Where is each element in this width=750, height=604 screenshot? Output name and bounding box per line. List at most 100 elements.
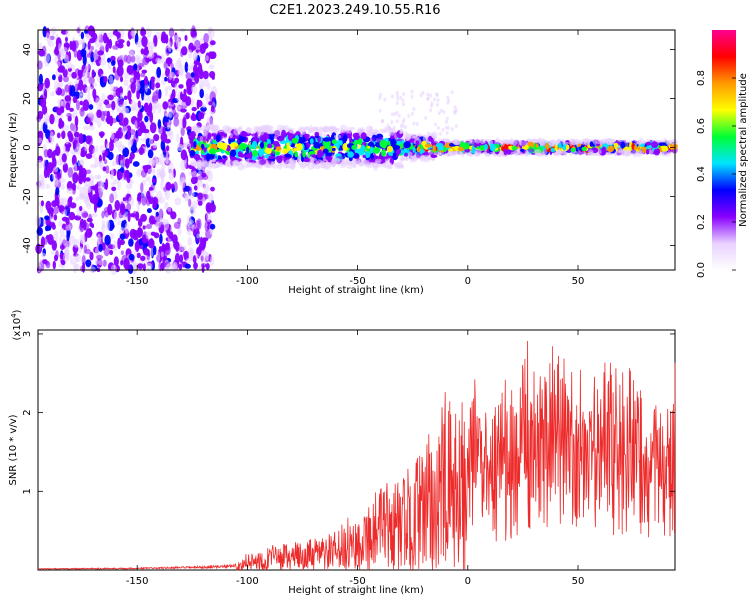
spectrogram-cell [554, 144, 558, 152]
spectrogram-cell [109, 249, 114, 256]
spectrogram-cell [184, 34, 188, 42]
spectrogram-cell [150, 159, 156, 164]
spectrogram-cell [194, 176, 198, 184]
spectrogram-cell [208, 101, 213, 106]
spectrogram-cell [645, 141, 652, 146]
spectrogram-cell [44, 88, 48, 100]
spectrogram-cell [68, 211, 76, 221]
spectrogram-cell [407, 114, 411, 118]
spectrogram-cell [136, 168, 142, 177]
spectrogram-cell [68, 71, 73, 78]
spectrogram-cell [66, 231, 70, 242]
spectrogram-cell [97, 174, 102, 180]
spectrogram-cell [137, 100, 141, 108]
spectrogram-cell [581, 146, 587, 152]
spectrogram-cell [112, 86, 119, 93]
spectrogram-cell [190, 159, 196, 167]
spectrogram-cell [163, 244, 171, 256]
spectrogram-cell [110, 60, 116, 66]
spectrogram-cell [252, 149, 258, 157]
spectrogram-cell [186, 215, 192, 226]
spectrogram-cell [61, 216, 69, 222]
spectrogram-cell [86, 86, 94, 91]
spectrogram-cell [434, 122, 438, 127]
spectrogram-cell [120, 260, 124, 266]
spectrogram-cell [165, 263, 172, 274]
spectrogram-cell [43, 112, 50, 125]
spectrogram-cell [198, 112, 202, 121]
spectrogram-cell [180, 149, 188, 161]
spectrogram-cell [197, 218, 202, 230]
spectrogram-cell [620, 141, 626, 149]
spectrogram-cell [193, 51, 198, 61]
spectrogram-cell [74, 79, 78, 91]
snr-x-tick-label: 50 [572, 576, 585, 587]
spectrogram-cell [36, 159, 43, 169]
spectrogram-cell [37, 84, 44, 92]
spectrogram-cell [71, 71, 77, 79]
spectrogram-cell [146, 208, 152, 214]
spectrogram-cell [117, 42, 124, 49]
spectrogram-cell [386, 145, 393, 153]
spectrogram-cell [197, 200, 203, 206]
spectrogram-cell [103, 110, 109, 117]
spectrogram-cell [575, 141, 579, 147]
spectrogram-cell [156, 168, 161, 179]
spectrogram-cell [208, 64, 215, 70]
spectrogram-cell [168, 170, 175, 181]
snr-y-multiplier: (x104) [10, 309, 23, 340]
spectrogram-cell [209, 91, 216, 103]
spectrogram-cell [670, 140, 679, 145]
spectrogram-cell [130, 55, 136, 63]
spectrogram-cell [60, 46, 68, 53]
snr-y-tick-label: 3 [22, 331, 33, 337]
spectrogram-cell [613, 142, 619, 148]
spectrogram-cell [129, 50, 134, 57]
spectrogram-cell [340, 161, 347, 166]
spectrogram-cell [403, 141, 411, 149]
spectrogram-y-tick-label: 0 [22, 144, 33, 150]
spectrogram-cell [388, 125, 391, 130]
spectrogram-y-tick-label: -40 [22, 237, 33, 253]
spectrogram-cell [64, 248, 70, 261]
spectrogram-cell [148, 102, 153, 113]
spectrogram-cell [202, 70, 209, 80]
spectrogram-cell [79, 100, 84, 106]
colorbar: 0.0 0.2 0.4 0.6 0.8 Normalized spectral ampl… [696, 30, 749, 278]
spectrogram-cell [415, 140, 420, 147]
spectrogram-cell [210, 186, 215, 192]
spectrogram-cell [244, 158, 250, 165]
spectrogram-cell [436, 98, 440, 103]
spectrogram-cell [79, 205, 83, 212]
spectrogram-cell [299, 134, 303, 138]
spectrogram-cell [122, 197, 127, 202]
spectrogram-cell [168, 27, 175, 38]
spectrogram-cell [151, 79, 155, 91]
spectrogram-cell [208, 192, 214, 204]
spectrogram-cell [178, 84, 184, 89]
spectrogram-cell [88, 124, 96, 131]
spectrogram-cell [49, 113, 55, 125]
spectrogram-cell [102, 166, 107, 172]
spectrogram-cell [308, 128, 312, 135]
spectrogram-cell [297, 160, 303, 166]
spectrogram-cell [371, 128, 379, 134]
spectrogram-cell [123, 79, 129, 87]
spectrogram-cell [160, 132, 168, 142]
spectrogram-cell [378, 108, 382, 113]
spectrogram-cell [140, 137, 147, 142]
spectrogram-cell [556, 149, 562, 153]
spectrogram-cell [167, 86, 173, 91]
spectrogram-cell [88, 104, 94, 110]
spectrogram-cell [179, 91, 183, 101]
spectrogram-cell [437, 111, 441, 116]
spectrogram-cell [149, 122, 157, 134]
spectrogram-cell [323, 137, 331, 142]
spectrogram-cell [150, 231, 157, 236]
spectrogram-cell [276, 155, 284, 159]
spectrogram-cell [226, 151, 231, 155]
spectrogram-y-tick-label: -20 [22, 188, 33, 204]
spectrogram-cell [390, 138, 397, 147]
spectrogram-cell [419, 148, 425, 154]
spectrogram-cell [397, 113, 401, 118]
